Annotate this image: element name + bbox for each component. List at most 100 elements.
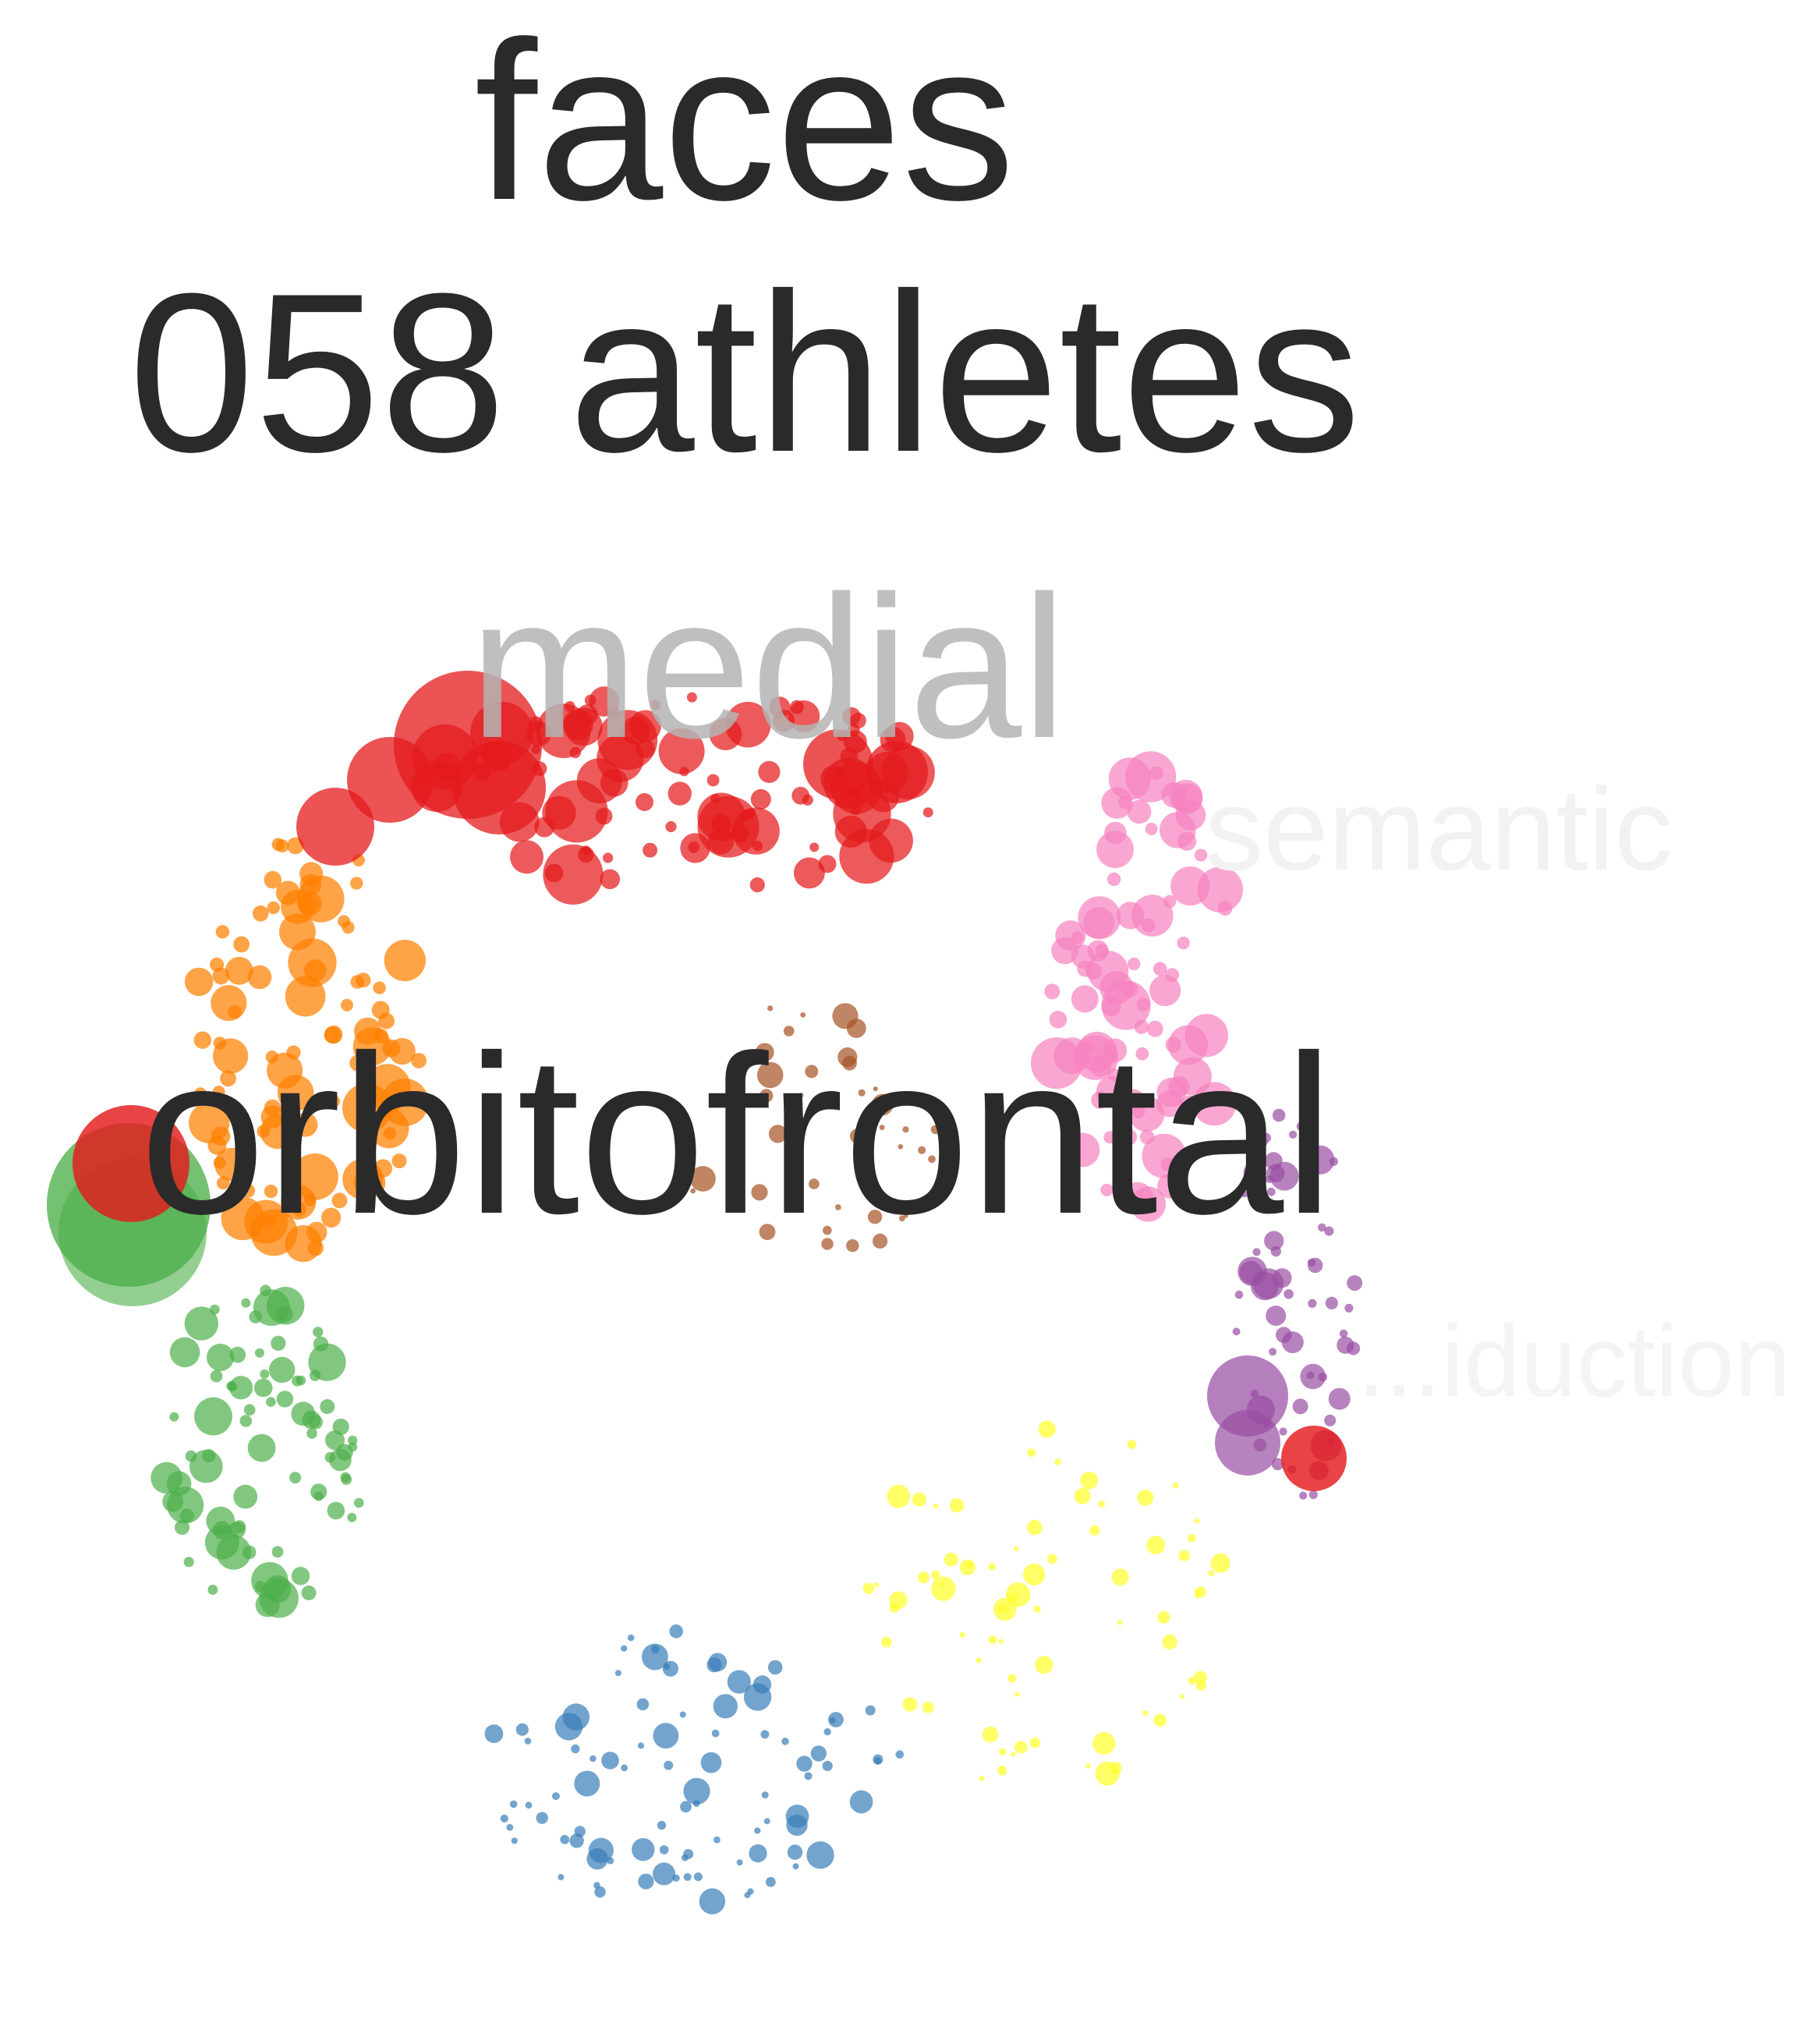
- network-node: [1305, 1145, 1335, 1175]
- network-node: [1269, 1348, 1277, 1356]
- network-node: [790, 700, 804, 714]
- network-node: [1252, 1248, 1261, 1256]
- network-node: [669, 1624, 683, 1639]
- network-node: [667, 781, 692, 806]
- network-node: [1252, 1268, 1284, 1299]
- network-node: [1146, 1536, 1165, 1554]
- network-node: [1136, 997, 1151, 1012]
- network-node: [688, 841, 700, 853]
- network-node: [1005, 1582, 1031, 1607]
- network-node: [1091, 1091, 1109, 1109]
- network-node: [179, 1508, 194, 1523]
- network-node: [341, 998, 353, 1012]
- network-node: [228, 1004, 242, 1019]
- network-node: [638, 1873, 654, 1890]
- network-node: [1087, 951, 1129, 992]
- network-node: [1324, 1226, 1334, 1236]
- network-node: [363, 1064, 411, 1111]
- network-node: [327, 1095, 340, 1108]
- network-node: [276, 1391, 294, 1408]
- network-node: [693, 1872, 703, 1881]
- network-node: [1308, 1131, 1317, 1139]
- network-node: [1160, 1157, 1175, 1172]
- network-node: [931, 1570, 940, 1580]
- network-node: [821, 1238, 834, 1250]
- network-node: [862, 1582, 875, 1595]
- network-node: [756, 1061, 784, 1089]
- network-node: [791, 786, 810, 805]
- network-node: [212, 967, 230, 985]
- network-node: [1047, 1554, 1057, 1564]
- network-node: [1007, 1674, 1017, 1683]
- network-node: [1153, 962, 1167, 976]
- network-node: [1100, 1183, 1114, 1196]
- network-node: [810, 1745, 827, 1762]
- network-node: [743, 1683, 772, 1711]
- network-node: [307, 1240, 324, 1256]
- network-node: [922, 807, 933, 818]
- network-node: [1208, 1570, 1215, 1577]
- network-node: [1107, 872, 1121, 887]
- network-node: [594, 1886, 606, 1898]
- network-node: [662, 1660, 679, 1677]
- network-node: [506, 1823, 514, 1831]
- network-node: [193, 1087, 207, 1100]
- network-node: [1346, 1341, 1361, 1355]
- network-node: [306, 1428, 317, 1439]
- network-node: [1029, 1738, 1041, 1748]
- network-node: [1121, 1182, 1154, 1214]
- network-node: [1308, 1298, 1317, 1308]
- network-node: [1325, 1296, 1338, 1309]
- network-node: [1103, 1131, 1117, 1144]
- network-node: [749, 877, 765, 893]
- network-node: [225, 956, 253, 985]
- network-node: [251, 1562, 289, 1600]
- network-node: [1194, 1518, 1200, 1524]
- network-node: [1289, 1130, 1298, 1139]
- network-node: [603, 852, 614, 863]
- network-node: [798, 1093, 804, 1098]
- network-node: [260, 1369, 270, 1379]
- network-node: [732, 807, 780, 855]
- network-node: [998, 1639, 1004, 1644]
- network-node: [658, 728, 705, 774]
- network-node: [769, 696, 791, 718]
- network-node: [713, 1694, 738, 1719]
- network-node: [1306, 1371, 1315, 1380]
- network-node: [1095, 944, 1109, 958]
- network-node: [874, 1582, 880, 1588]
- network-node: [653, 1862, 675, 1886]
- network-node: [1328, 1387, 1351, 1410]
- network-node: [373, 981, 386, 994]
- network-node: [257, 1125, 271, 1139]
- network-node: [1014, 1741, 1028, 1754]
- network-node: [1121, 980, 1138, 998]
- network-node: [1030, 1037, 1083, 1089]
- network-node: [713, 1836, 721, 1844]
- network-node: [281, 1184, 317, 1220]
- network-node: [289, 1472, 302, 1484]
- network-node: [1165, 968, 1180, 983]
- network-node: [659, 1845, 669, 1855]
- network-node: [558, 1874, 565, 1880]
- network-node: [1092, 1732, 1116, 1755]
- network-node: [1049, 1011, 1068, 1029]
- network-node: [1324, 1414, 1337, 1426]
- network-node: [700, 1752, 722, 1773]
- network-node: [902, 1126, 909, 1133]
- network-node: [930, 1125, 940, 1135]
- network-node: [206, 1343, 235, 1372]
- network-node: [1124, 751, 1177, 802]
- network-node: [250, 1209, 298, 1256]
- network-node: [1146, 1020, 1163, 1037]
- network-node: [903, 1213, 908, 1218]
- network-node: [1197, 866, 1244, 912]
- network-node: [228, 1522, 246, 1539]
- network-node: [189, 1102, 230, 1144]
- network-node: [574, 1770, 600, 1797]
- network-node: [988, 1635, 997, 1644]
- network-node: [1127, 1440, 1137, 1449]
- network-node: [1035, 1656, 1053, 1674]
- network-node: [792, 1863, 799, 1870]
- network-node: [672, 1874, 680, 1882]
